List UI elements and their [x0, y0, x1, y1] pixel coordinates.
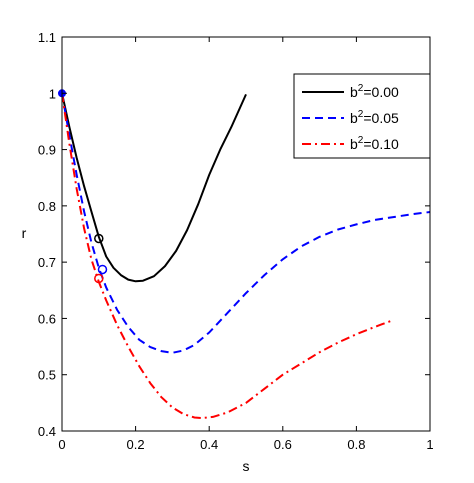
- x-tick-label: 0.6: [274, 437, 292, 452]
- series-line-1: [61, 93, 431, 354]
- legend-label-0: b2=0.00: [350, 83, 399, 100]
- series-marker-0: [94, 233, 104, 244]
- series-marker-2: [94, 273, 104, 284]
- x-tick-label: 1: [426, 437, 433, 452]
- x-tick-label: 0: [58, 437, 65, 452]
- legend-label-2: b2=0.10: [350, 135, 399, 152]
- plot-frame: [61, 36, 431, 432]
- y-tick-label: 0.5: [38, 368, 56, 383]
- x-tick-label: 0.4: [200, 437, 218, 452]
- y-axis-label: r: [22, 225, 27, 241]
- y-tick-label: 1.1: [38, 30, 56, 45]
- x-tick-label: 0.8: [347, 437, 365, 452]
- series-lines: [61, 93, 431, 420]
- x-tick-label: 0.2: [127, 437, 145, 452]
- y-tick-label: 0.9: [38, 143, 56, 158]
- y-tick-label: 0.4: [38, 424, 56, 439]
- series-line-0: [61, 93, 247, 283]
- axis-ticks: 0 0.2 0.4 0.6 0.8 1 0.4 0.5 0.6 0.7 0.8 0.9 1 1.1: [38, 30, 434, 452]
- series-markers: [58, 89, 108, 284]
- y-tick-label: 0.6: [38, 311, 56, 326]
- x-axis-label: s: [243, 458, 250, 474]
- legend-label-1: b2=0.05: [350, 109, 399, 126]
- legend: b2=0.00 b2=0.05 b2=0.10: [293, 73, 431, 159]
- series-marker-1: [97, 264, 108, 275]
- y-tick-label: 0.8: [38, 199, 56, 214]
- y-tick-label: 0.7: [38, 255, 56, 270]
- series-line-2: [61, 93, 394, 420]
- y-tick-label: 1: [49, 86, 56, 101]
